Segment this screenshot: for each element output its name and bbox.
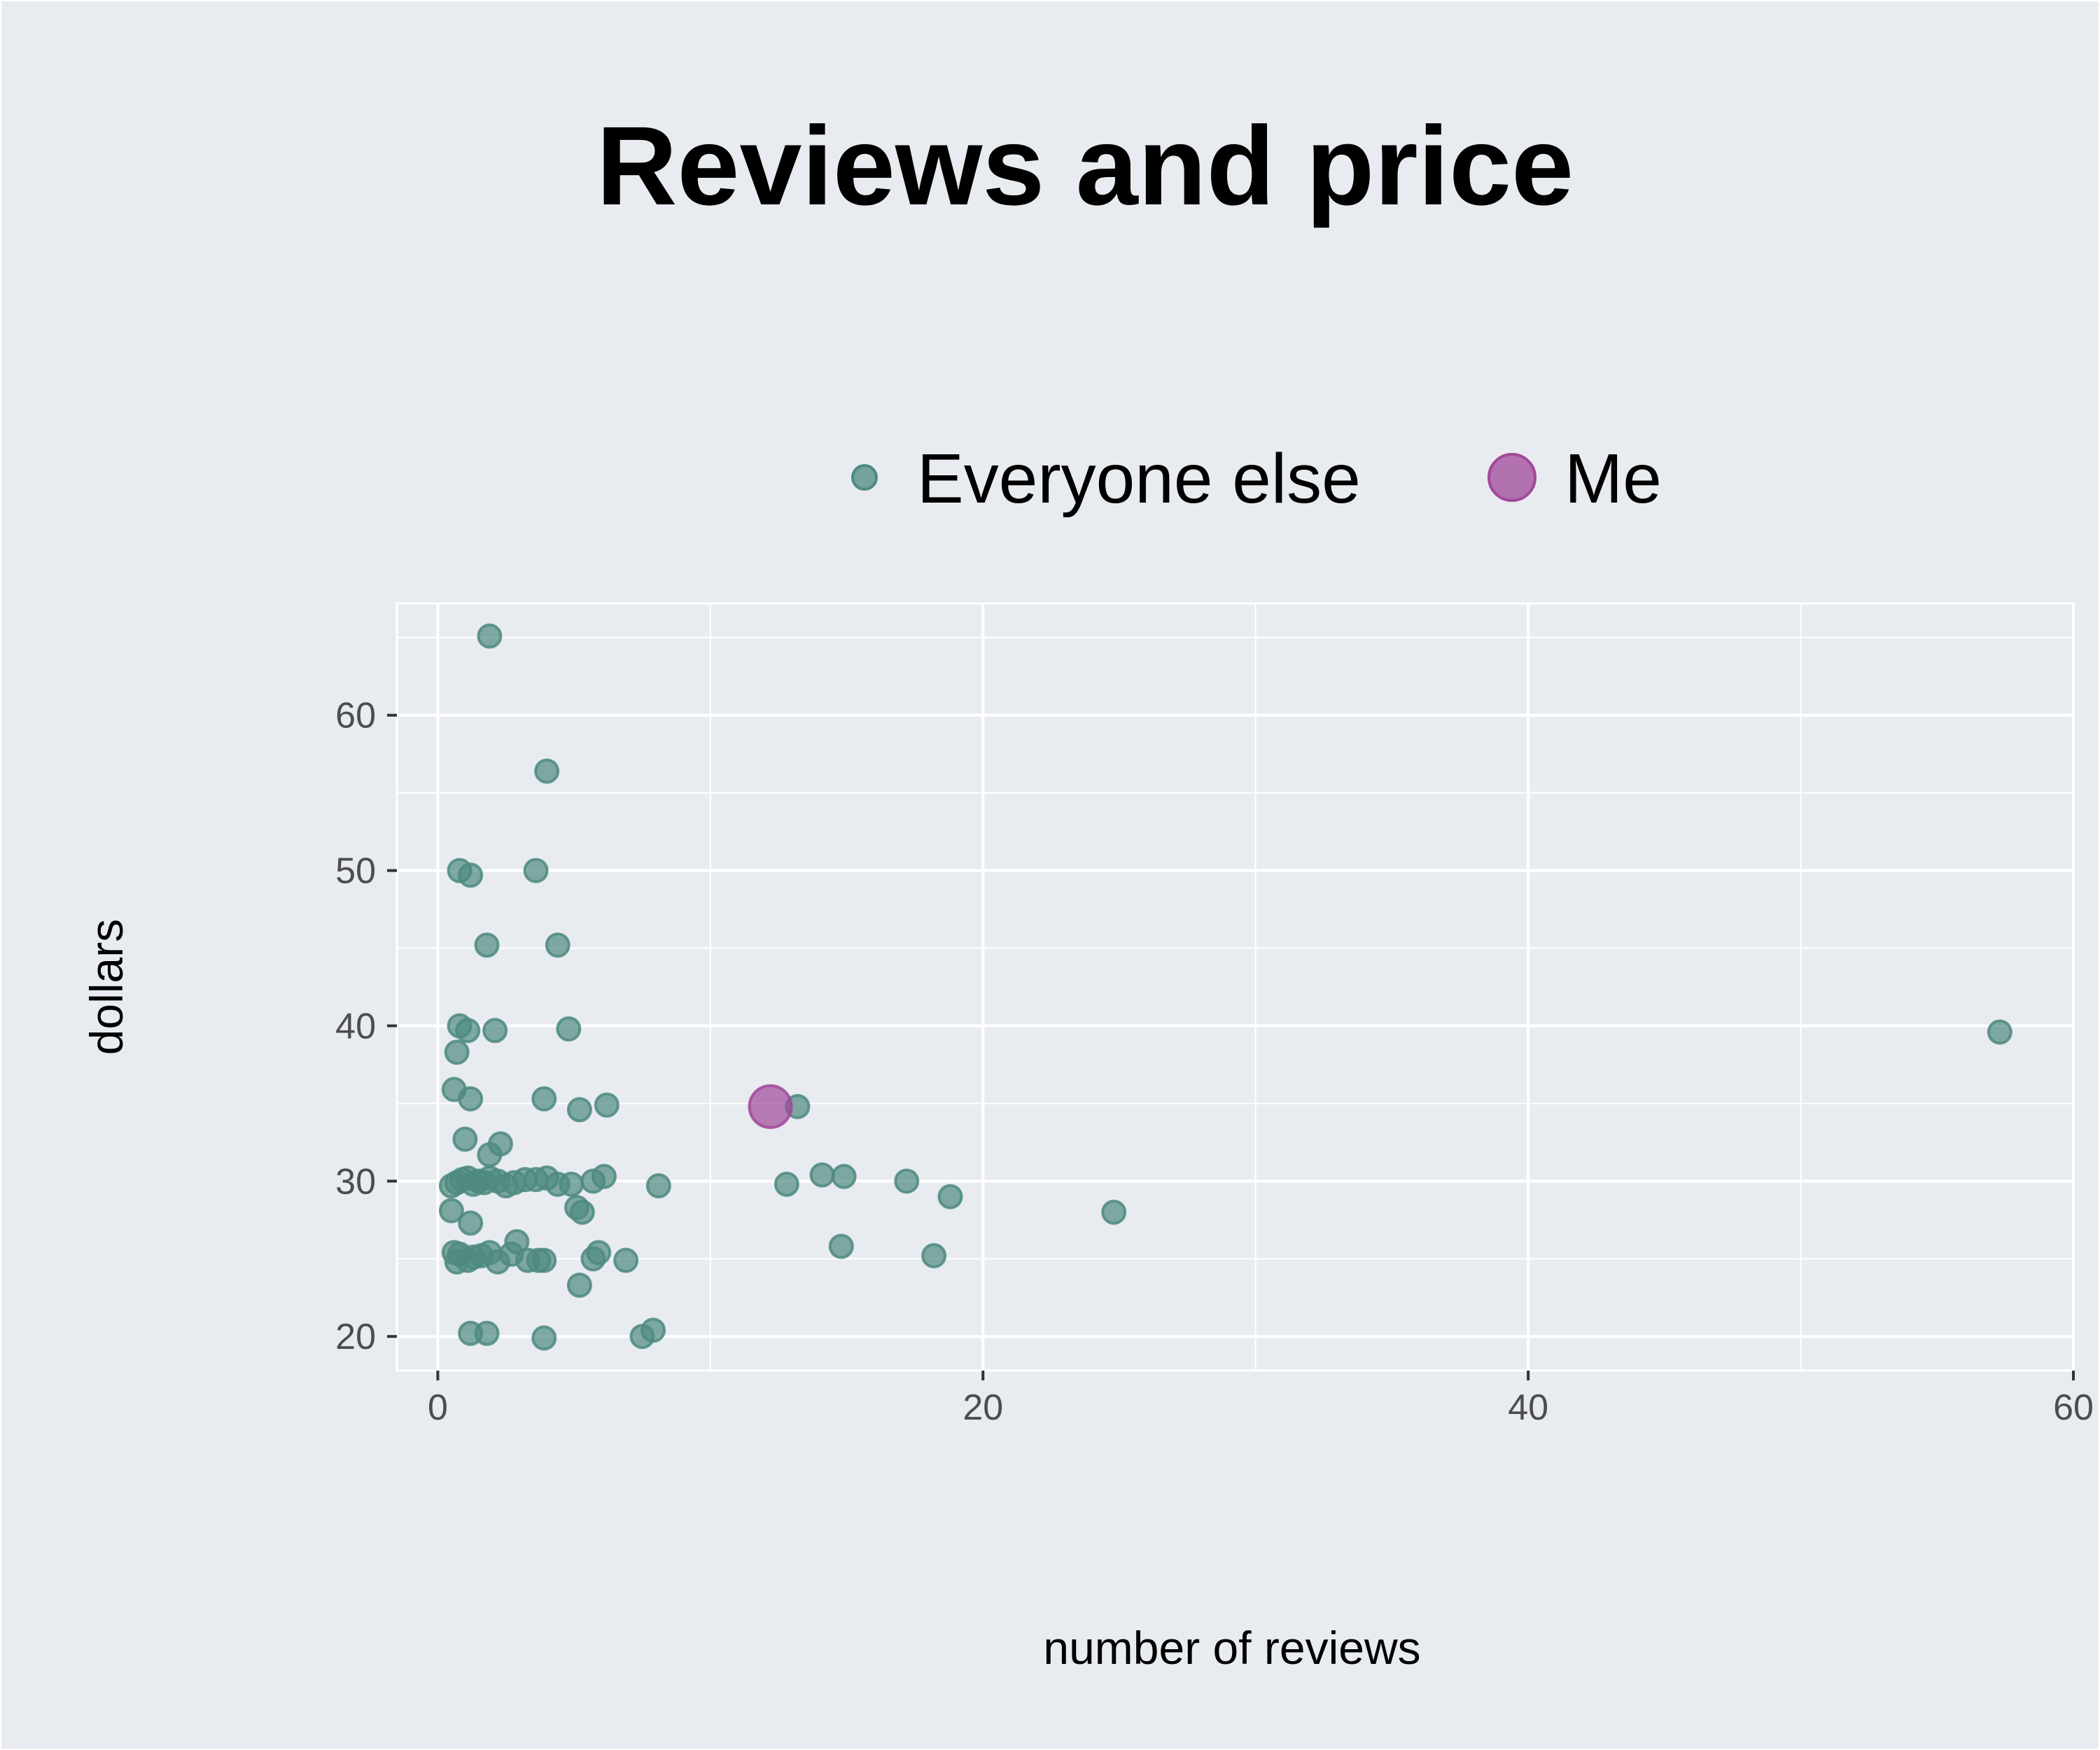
point-everyone-else <box>569 1199 595 1225</box>
point-everyone-else <box>531 1325 557 1351</box>
point-everyone-else <box>774 1171 799 1197</box>
point-everyone-else <box>809 1162 835 1188</box>
point-everyone-else <box>556 1016 582 1042</box>
point-everyone-else <box>591 1163 617 1189</box>
point-everyone-else <box>559 1171 584 1197</box>
point-everyone-else <box>586 1240 612 1266</box>
point-everyone-else <box>474 932 500 958</box>
y-tick-label: 60 <box>335 696 376 736</box>
y-tick-label: 20 <box>335 1317 376 1357</box>
point-everyone-else <box>477 1142 503 1168</box>
point-everyone-else <box>831 1163 857 1189</box>
point-everyone-else <box>444 1040 470 1065</box>
point-everyone-else <box>1987 1019 2012 1045</box>
point-everyone-else <box>613 1247 639 1273</box>
point-everyone-else <box>482 1018 508 1044</box>
point-everyone-else <box>645 1172 671 1198</box>
legend-label-me: Me <box>1564 440 1662 518</box>
point-everyone-else <box>531 1247 557 1273</box>
point-everyone-else <box>438 1198 464 1224</box>
x-tick-label: 0 <box>428 1387 448 1428</box>
point-everyone-else <box>566 1272 592 1298</box>
point-me <box>748 1084 793 1129</box>
point-everyone-else <box>640 1317 666 1343</box>
point-everyone-else <box>523 858 549 883</box>
x-axis-label: number of reviews <box>1043 1622 1420 1674</box>
point-everyone-else <box>458 1210 484 1236</box>
point-everyone-else <box>545 932 570 958</box>
legend-marker-me <box>1488 453 1536 502</box>
chart-title: Reviews and price <box>596 103 1574 228</box>
point-everyone-else <box>1101 1199 1127 1225</box>
data-points <box>438 623 2012 1351</box>
point-everyone-else <box>894 1168 920 1194</box>
y-tick-label: 40 <box>335 1006 376 1046</box>
point-everyone-else <box>566 1097 592 1123</box>
y-axis-label: dollars <box>80 919 132 1055</box>
point-everyone-else <box>921 1242 947 1268</box>
point-everyone-else <box>937 1184 963 1210</box>
point-everyone-else <box>531 1086 557 1112</box>
grid <box>396 602 2075 1372</box>
legend-marker-everyone-else <box>851 464 878 491</box>
point-everyone-else <box>452 1126 478 1152</box>
plot-panel <box>397 603 2073 1371</box>
y-tick-label: 50 <box>335 851 376 892</box>
point-everyone-else <box>828 1233 854 1259</box>
point-everyone-else <box>594 1092 620 1118</box>
y-tick-label: 30 <box>335 1161 376 1202</box>
point-everyone-else <box>458 862 484 888</box>
x-tick-label: 20 <box>962 1387 1003 1428</box>
legend-label-everyone-else: Everyone else <box>917 440 1361 518</box>
point-everyone-else <box>458 1086 484 1112</box>
point-everyone-else <box>477 623 503 649</box>
axes: 0 20 40 60 20 30 40 50 60 <box>335 696 2094 1428</box>
x-tick-label: 40 <box>1508 1387 1548 1428</box>
point-everyone-else <box>534 758 560 784</box>
x-tick-label: 60 <box>2053 1387 2094 1428</box>
point-everyone-else <box>455 1018 481 1044</box>
point-everyone-else <box>474 1320 500 1346</box>
plot-border <box>396 602 2075 1372</box>
legend: Everyone else Me <box>851 440 1662 518</box>
